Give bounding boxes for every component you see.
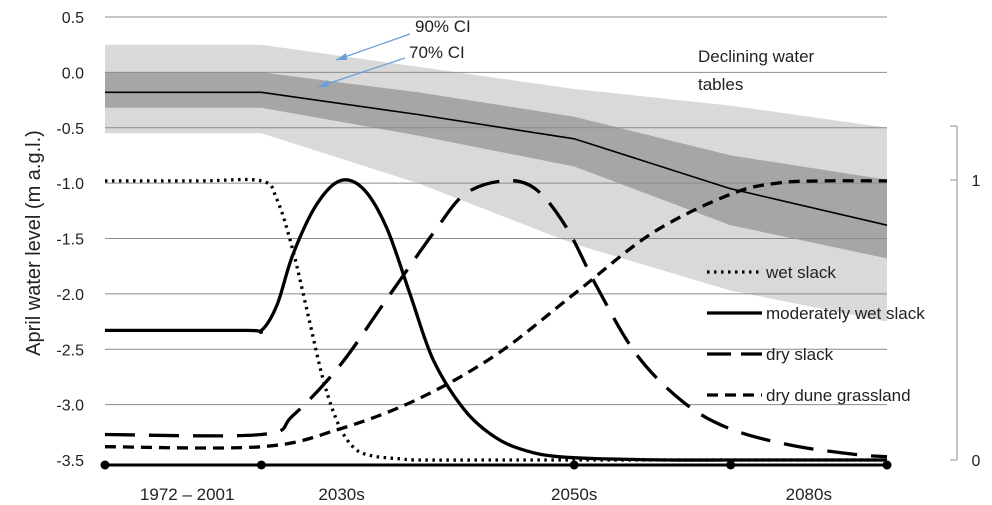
legend-label: wet slack (765, 263, 836, 282)
x-axis-marker (726, 460, 736, 470)
ci90-arrow (335, 33, 411, 61)
y-tick-label: -0.5 (56, 121, 84, 138)
ci70-arrow-head (318, 80, 329, 87)
y-tick-label: -3.0 (56, 398, 84, 415)
x-tick-label: 2080s (786, 485, 832, 504)
legend: wet slack moderately wet slack dry slack dr… (707, 263, 925, 405)
series-line-moderately-wet-slack (104, 178, 887, 462)
y-tick-label: -1.5 (56, 232, 84, 249)
series-line-wet-slack (104, 177, 887, 462)
ci90-arrow-head (336, 53, 347, 60)
ci-annotations: 90% CI 70% CI Declining water tables (317, 17, 815, 94)
series-line-dry-dune-grassland (104, 179, 888, 450)
series-line-dry-slack (104, 178, 888, 459)
legend-label: dry dune grassland (766, 386, 911, 405)
y-tick-label: -2.5 (56, 342, 84, 359)
habitat-series (104, 177, 888, 462)
legend-label: moderately wet slack (766, 304, 925, 323)
y-tick-label: 0.0 (62, 65, 84, 82)
declining-label-line1: Declining water (698, 47, 815, 66)
mean-water-table-line (105, 91, 888, 226)
y-tick-label: -2.0 (56, 287, 84, 304)
legend-label: dry slack (766, 345, 834, 364)
y2-tick-label: 1 (972, 173, 981, 190)
y-axis-label: April water level (m a.g.l.) (23, 130, 45, 356)
y-tick-label: -1.0 (56, 176, 84, 193)
x-tick-label: 1972 – 2001 (140, 485, 235, 504)
x-axis-marker (882, 460, 892, 470)
ci70-label: 70% CI (409, 43, 465, 62)
declining-label-line2: tables (698, 75, 743, 94)
ci90-label: 90% CI (415, 17, 471, 36)
x-axis-marker (256, 460, 266, 470)
y-tick-label: 0.5 (62, 10, 84, 27)
x-axis-marker (100, 460, 110, 470)
ci70-arrow (317, 57, 406, 88)
mean-water-table (105, 91, 888, 226)
ci70-band (105, 72, 887, 259)
y-tick-label: -3.5 (56, 453, 84, 470)
x-tick-label: 2050s (551, 485, 597, 504)
axes: 1972 – 2001 2030s 2050s 2080s 1 0 (100, 125, 981, 504)
x-tick-label: 2030s (318, 485, 364, 504)
x-axis-marker (569, 460, 579, 470)
y2-tick-label: 0 (972, 453, 981, 470)
